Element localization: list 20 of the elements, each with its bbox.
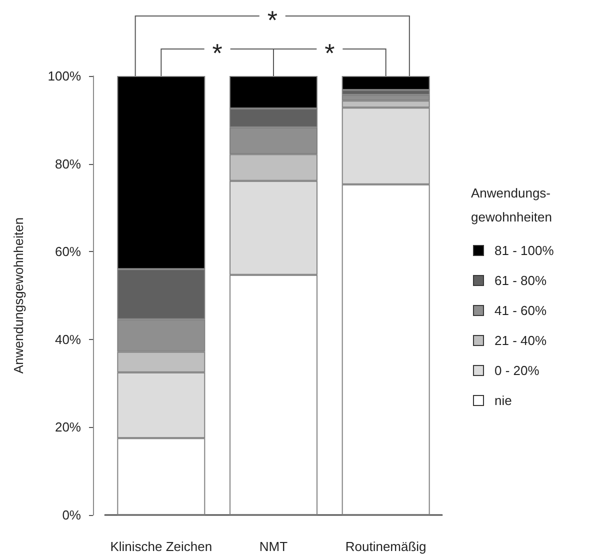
y-tick-label: 100% (48, 68, 82, 84)
text: * (267, 5, 278, 35)
y-tick-label: 60% (54, 244, 82, 260)
legend-label: 61 - 80% (494, 273, 547, 288)
legend-label: 0 - 20% (494, 363, 540, 378)
y-tick-label: 20% (54, 420, 82, 435)
text: * (212, 38, 222, 68)
text: nie (494, 393, 512, 408)
legend-title: Anwendungs- gewohnheiten (471, 186, 552, 224)
y-tick-label: 80% (54, 156, 82, 172)
text: * (324, 38, 335, 68)
legend-label: 41 - 60% (494, 303, 547, 318)
y-tick-label: 0% (62, 508, 82, 522)
legend-label: 21 - 40% (494, 333, 547, 348)
x-tick-label: Routinemäßig (345, 539, 426, 554)
legend-label: 81 - 100% (494, 243, 554, 258)
y-tick-label: 40% (54, 332, 82, 347)
x-tick-label: Klinische Zeichen (110, 539, 212, 554)
y-axis-title: Anwendungsgewohnheiten (11, 217, 26, 374)
x-tick-label: NMT (259, 539, 288, 554)
